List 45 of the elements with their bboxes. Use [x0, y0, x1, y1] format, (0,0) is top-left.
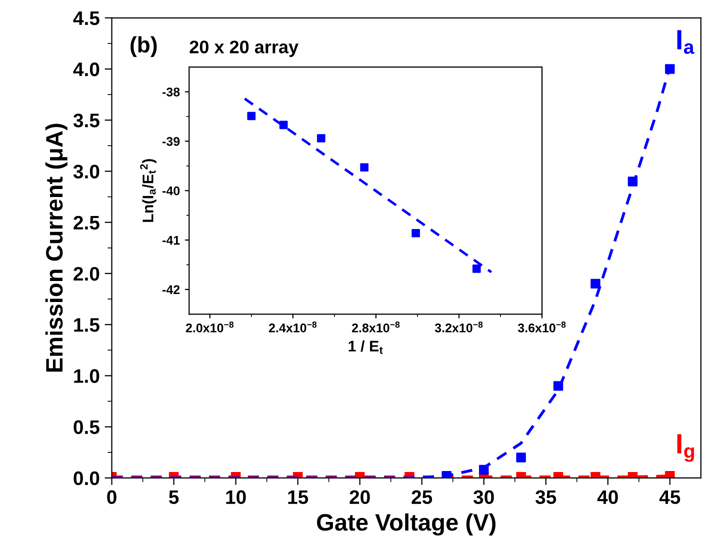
x-tick-label: 5 — [168, 490, 179, 504]
y-tick-label: -40 — [162, 186, 180, 196]
series-label: I$_{a}$ — [677, 30, 694, 54]
x-tick-label: 10 — [226, 490, 246, 504]
y-axis-title: Ln(I$_{a}$/E$_{t}$$^{2}$) — [140, 159, 156, 222]
point — [472, 264, 481, 273]
y-tick-label: 4.5 — [73, 12, 100, 26]
x-tick-label: 0 — [107, 490, 116, 504]
y-tick-label: 0.0 — [74, 471, 100, 486]
x-tick-label: 2.8x10$^{−8}$ — [352, 321, 400, 332]
y-tick-label: -38 — [162, 88, 180, 96]
point — [316, 134, 326, 142]
annotation: (b) — [130, 36, 157, 58]
x-tick-label: 2.0x10$^{−8}$ — [186, 321, 234, 332]
x-tick-label: 15 — [288, 490, 308, 504]
y-tick-label: 0.5 — [74, 420, 100, 434]
x-tick-label: 30 — [473, 490, 494, 504]
x-tick-label: 3.6x10$^{−8}$ — [518, 321, 566, 332]
y-tick-label: 2.0 — [74, 266, 100, 281]
x-tick-label: 25 — [412, 490, 432, 504]
series-label: I$_{g}$ — [677, 434, 694, 462]
x-tick-label: 45 — [659, 490, 680, 504]
x-axis-title: Gate Voltage (V) — [317, 513, 496, 536]
point — [247, 112, 256, 120]
point — [360, 163, 368, 172]
y-tick-label: -39 — [162, 137, 180, 146]
y-tick-label: -42 — [162, 285, 180, 294]
y-axis-title: Emission Current (μA) — [45, 124, 68, 372]
x-tick-label: 2.4x10$^{−8}$ — [268, 321, 317, 332]
point — [590, 278, 600, 289]
x-axis-title: 1 / E$_{t}$ — [348, 340, 383, 354]
point — [279, 120, 288, 130]
y-tick-label: -41 — [162, 236, 180, 245]
chart-title: 20 x 20 array — [190, 40, 298, 57]
y-tick-label: 1.5 — [74, 318, 100, 332]
y-tick-label: 4.0 — [73, 62, 100, 76]
y-tick-label: 3.0 — [73, 164, 100, 179]
x-tick-label: 35 — [535, 490, 556, 504]
y-tick-label: 2.5 — [74, 216, 100, 230]
x-tick-label: 3.2x10$^{−8}$ — [434, 321, 483, 332]
x-tick-label: 20 — [350, 490, 370, 504]
y-tick-label: 1.0 — [74, 369, 100, 383]
point — [412, 228, 420, 238]
x-tick-label: 40 — [597, 490, 618, 504]
y-tick-label: 3.5 — [73, 114, 100, 128]
